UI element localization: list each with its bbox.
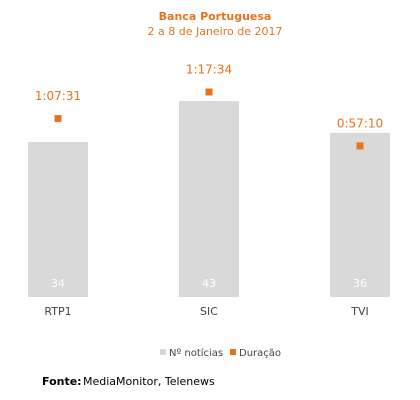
marker xyxy=(54,115,62,123)
legend-swatch xyxy=(160,349,166,355)
legend-swatch xyxy=(230,349,236,355)
chart-title: Banca Portuguesa xyxy=(159,10,272,23)
x-tick-label: TVI xyxy=(350,305,369,318)
bar xyxy=(330,132,390,297)
bar xyxy=(28,142,88,297)
marker-label: 1:07:31 xyxy=(35,89,81,103)
x-tick-label: SIC xyxy=(200,305,218,318)
bar xyxy=(179,101,239,297)
legend-label: Nº notícias xyxy=(169,347,223,359)
source-label: Fonte: xyxy=(42,375,82,388)
marker-label: 1:17:34 xyxy=(186,63,232,77)
x-tick-label: RTP1 xyxy=(44,305,71,318)
bar-label: 43 xyxy=(202,277,216,290)
chart-subtitle: 2 a 8 de Janeiro de 2017 xyxy=(147,25,282,38)
source-text: MediaMonitor, Telenews xyxy=(83,375,215,388)
marker-label: 0:57:10 xyxy=(337,116,383,130)
bar-label: 36 xyxy=(353,277,367,290)
marker xyxy=(356,142,364,150)
marker xyxy=(205,88,213,96)
legend-label: Duração xyxy=(239,348,281,359)
bar-label: 34 xyxy=(51,277,65,290)
